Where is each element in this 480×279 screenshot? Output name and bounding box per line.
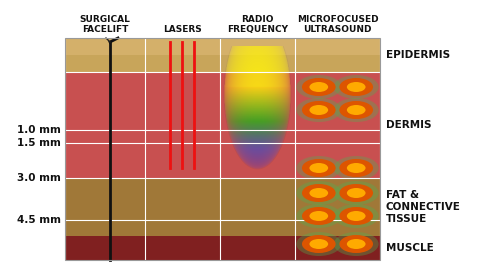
Text: RADIO
FREQUENCY: RADIO FREQUENCY: [227, 15, 288, 34]
Ellipse shape: [296, 98, 341, 122]
Ellipse shape: [334, 232, 379, 256]
Ellipse shape: [339, 207, 373, 225]
Ellipse shape: [302, 184, 336, 202]
Ellipse shape: [310, 82, 328, 92]
Ellipse shape: [334, 204, 379, 228]
Ellipse shape: [302, 207, 336, 225]
Ellipse shape: [310, 105, 328, 115]
Ellipse shape: [310, 188, 328, 198]
Ellipse shape: [339, 78, 373, 96]
Ellipse shape: [339, 159, 373, 177]
Ellipse shape: [334, 156, 379, 180]
Ellipse shape: [347, 211, 366, 221]
Ellipse shape: [302, 159, 336, 177]
Bar: [65, 38, 380, 260]
Text: MUSCLE: MUSCLE: [386, 243, 434, 253]
Ellipse shape: [296, 181, 341, 205]
Ellipse shape: [302, 235, 336, 253]
Text: SURGICAL
FACELIFT: SURGICAL FACELIFT: [80, 15, 131, 34]
Ellipse shape: [334, 98, 379, 122]
Ellipse shape: [347, 82, 366, 92]
Text: 1.5 mm: 1.5 mm: [17, 138, 61, 148]
Text: DERMIS: DERMIS: [386, 120, 432, 130]
Bar: [65, 38, 380, 72]
Bar: [65, 38, 380, 55]
Ellipse shape: [296, 75, 341, 99]
Ellipse shape: [347, 163, 366, 173]
Ellipse shape: [310, 163, 328, 173]
Ellipse shape: [302, 101, 336, 119]
Text: MICROFOCUSED
ULTRASOUND: MICROFOCUSED ULTRASOUND: [297, 15, 378, 34]
Ellipse shape: [310, 211, 328, 221]
Ellipse shape: [296, 204, 341, 228]
Bar: [65, 178, 380, 236]
Ellipse shape: [296, 232, 341, 256]
Text: FAT &
CONNECTIVE
TISSUE: FAT & CONNECTIVE TISSUE: [386, 190, 461, 223]
Ellipse shape: [296, 156, 341, 180]
Text: LASERS: LASERS: [163, 25, 202, 34]
Bar: [65, 72, 380, 178]
Ellipse shape: [310, 239, 328, 249]
Ellipse shape: [347, 105, 366, 115]
Text: 3.0 mm: 3.0 mm: [17, 173, 61, 183]
Bar: [65, 236, 380, 260]
Text: 1.0 mm: 1.0 mm: [17, 125, 61, 135]
Ellipse shape: [334, 181, 379, 205]
Ellipse shape: [347, 239, 366, 249]
Text: 4.5 mm: 4.5 mm: [17, 215, 61, 225]
Ellipse shape: [339, 235, 373, 253]
Text: EPIDERMIS: EPIDERMIS: [386, 50, 450, 60]
Ellipse shape: [347, 188, 366, 198]
Ellipse shape: [302, 78, 336, 96]
Ellipse shape: [339, 101, 373, 119]
Ellipse shape: [334, 75, 379, 99]
Ellipse shape: [339, 184, 373, 202]
